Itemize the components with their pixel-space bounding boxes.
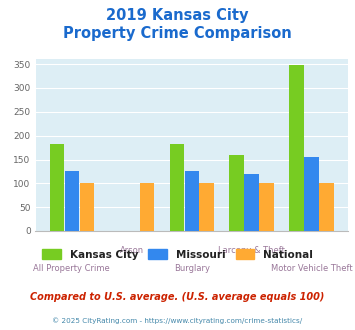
Text: Burglary: Burglary <box>174 264 210 273</box>
Bar <box>170 144 184 231</box>
Bar <box>185 171 199 231</box>
Text: Compared to U.S. average. (U.S. average equals 100): Compared to U.S. average. (U.S. average … <box>30 292 325 302</box>
Bar <box>200 183 214 231</box>
Bar <box>245 174 259 231</box>
Bar <box>319 183 334 231</box>
Bar <box>260 183 274 231</box>
Text: Motor Vehicle Theft: Motor Vehicle Theft <box>271 264 353 273</box>
Text: © 2025 CityRating.com - https://www.cityrating.com/crime-statistics/: © 2025 CityRating.com - https://www.city… <box>53 317 302 324</box>
Bar <box>80 183 94 231</box>
Bar <box>65 171 79 231</box>
Bar <box>50 144 64 231</box>
Text: Property Crime Comparison: Property Crime Comparison <box>63 26 292 41</box>
Bar <box>289 65 304 231</box>
Text: All Property Crime: All Property Crime <box>33 264 110 273</box>
Text: Larceny & Theft: Larceny & Theft <box>218 247 285 255</box>
Text: Arson: Arson <box>120 247 144 255</box>
Legend: Kansas City, Missouri, National: Kansas City, Missouri, National <box>38 245 317 264</box>
Bar <box>229 155 244 231</box>
Text: 2019 Kansas City: 2019 Kansas City <box>106 8 249 23</box>
Bar <box>140 183 154 231</box>
Bar <box>304 157 319 231</box>
